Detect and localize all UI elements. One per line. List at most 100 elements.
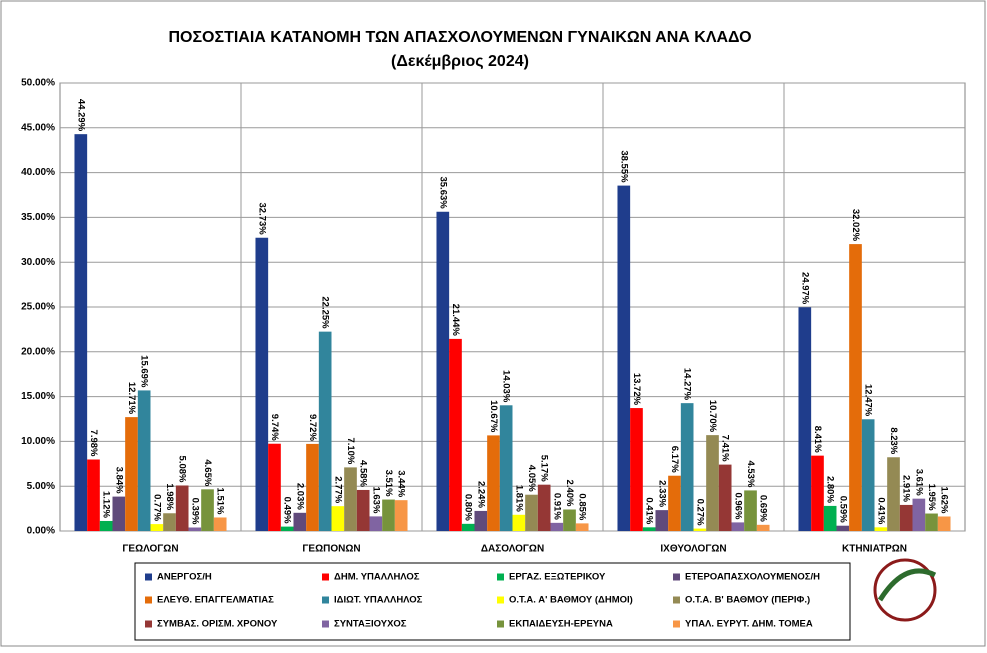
value-label: 12.47% [863, 384, 874, 417]
value-label: 21.44% [450, 304, 461, 337]
y-tick-label: 35.00% [21, 212, 55, 223]
legend-swatch [145, 596, 152, 604]
bar [201, 489, 214, 531]
value-label: 7.41% [720, 435, 731, 462]
bar [798, 307, 812, 531]
value-label: 8.23% [888, 427, 899, 454]
value-label: 1.95% [926, 484, 937, 511]
bar [655, 510, 669, 531]
bar [823, 505, 837, 531]
value-label: 0.59% [837, 496, 848, 523]
bar [537, 484, 551, 531]
value-label: 8.41% [812, 426, 823, 453]
chart-title: ΠΟΣΟΣΤΙΑΙΑ ΚΑΤΑΝΟΜΗ ΤΩΝ ΑΠΑΣΧΟΛΟΥΜΕΝΩΝ Γ… [168, 29, 751, 46]
value-label: 2.33% [656, 480, 667, 507]
bar [293, 512, 307, 531]
bar [836, 525, 850, 531]
value-label: 1.51% [215, 488, 226, 515]
legend-label: ΣΥΝΤΑΞΙΟΥΧΟΣ [334, 619, 407, 630]
bar [150, 524, 164, 531]
bar [213, 517, 227, 531]
value-label: 3.44% [396, 470, 407, 497]
bar [630, 408, 643, 531]
bar [449, 338, 462, 531]
y-tick-label: 45.00% [21, 122, 55, 133]
value-label: 24.97% [799, 272, 810, 305]
value-label: 0.69% [758, 495, 769, 522]
legend-swatch [673, 620, 680, 628]
bar [268, 443, 281, 531]
legend-label: ΕΚΠΑΙΔΕΥΣΗ-ΕΡΕΥΝΑ [509, 619, 613, 630]
bar [937, 516, 951, 531]
value-label: 1.81% [513, 485, 524, 512]
y-tick-label: 0.00% [27, 526, 55, 537]
chart-subtitle: (Δεκέμβριος 2024) [391, 53, 529, 70]
bar [394, 500, 408, 531]
value-label: 32.02% [850, 209, 861, 242]
legend-label: ΕΤΕΡΟΑΠΑΣΧΟΛΟΥΜΕΝΟΣ/Η [685, 572, 820, 583]
bar [125, 417, 138, 531]
legend-swatch [322, 573, 329, 581]
value-label: 2.77% [332, 476, 343, 503]
legend-label: Ο.Τ.Α. Α' ΒΑΘΜΟΥ (ΔΗΜΟΙ) [509, 595, 633, 606]
bar [874, 527, 888, 531]
y-tick-label: 5.00% [27, 481, 55, 492]
value-label: 10.67% [488, 400, 499, 433]
value-label: 4.53% [745, 460, 756, 487]
value-label: 2.24% [475, 481, 486, 508]
bar [280, 526, 294, 531]
bar [99, 520, 113, 531]
legend-swatch [497, 596, 504, 604]
bar [861, 419, 875, 531]
bar [382, 499, 395, 531]
bar [331, 506, 345, 531]
value-label: 0.85% [577, 493, 588, 520]
logo [873, 558, 937, 622]
bar [474, 510, 488, 531]
legend-label: ΑΝΕΡΓΟΣ/Η [157, 572, 212, 583]
bar [137, 390, 151, 531]
legend-swatch [145, 573, 152, 581]
value-label: 1.12% [101, 491, 112, 518]
value-label: 7.10% [345, 437, 356, 464]
x-tick-label: ΚΤΗΝΙΑΤΡΩΝ [842, 544, 907, 555]
value-label: 3.51% [383, 470, 394, 497]
legend-swatch [497, 620, 504, 628]
y-tick-label: 50.00% [21, 78, 55, 89]
bar [887, 457, 900, 531]
value-label: 0.77% [151, 494, 162, 521]
legend-label: ΥΠΑΛ. ΕΥΡΥΤ. ΔΗΜ. ΤΟΜΕΑ [685, 619, 813, 630]
value-label: 4.05% [526, 465, 537, 492]
value-label: 0.41% [644, 497, 655, 524]
value-label: 35.63% [437, 177, 448, 210]
value-label: 0.49% [282, 497, 293, 524]
bar [899, 504, 913, 531]
legend-label: ΕΛΕΥΘ. ΕΠΑΓΓΕΛΜΑΤΙΑΣ [157, 595, 274, 606]
value-label: 2.80% [825, 476, 836, 503]
legend-swatch [673, 573, 680, 581]
legend-label: ΙΔΙΩΤ. ΥΠΑΛΛΗΛΟΣ [334, 595, 423, 606]
bar [575, 523, 589, 531]
bar [74, 134, 88, 531]
value-label: 5.17% [539, 455, 550, 482]
bar [318, 331, 332, 531]
value-label: 22.25% [320, 296, 331, 329]
value-label: 12.71% [126, 382, 137, 415]
value-label: 0.96% [732, 492, 743, 519]
bar [718, 464, 732, 531]
value-label: 0.80% [463, 494, 474, 521]
legend-label: ΕΡΓΑΖ. ΕΞΩΤΕΡΙΚΟΥ [509, 572, 606, 583]
bar [344, 467, 357, 531]
value-label: 2.91% [901, 475, 912, 502]
x-tick-label: ΓΕΩΛΟΓΩΝ [122, 544, 178, 555]
bar [356, 489, 370, 531]
bar [925, 513, 938, 531]
bar [255, 237, 269, 531]
bar [912, 498, 926, 531]
legend-label: ΣΥΜΒΑΣ. ΟΡΙΣΜ. ΧΡΟΝΟΥ [157, 619, 278, 630]
bar [461, 523, 475, 531]
logo-branch [877, 568, 937, 602]
bar [188, 527, 202, 531]
bar [680, 403, 694, 531]
